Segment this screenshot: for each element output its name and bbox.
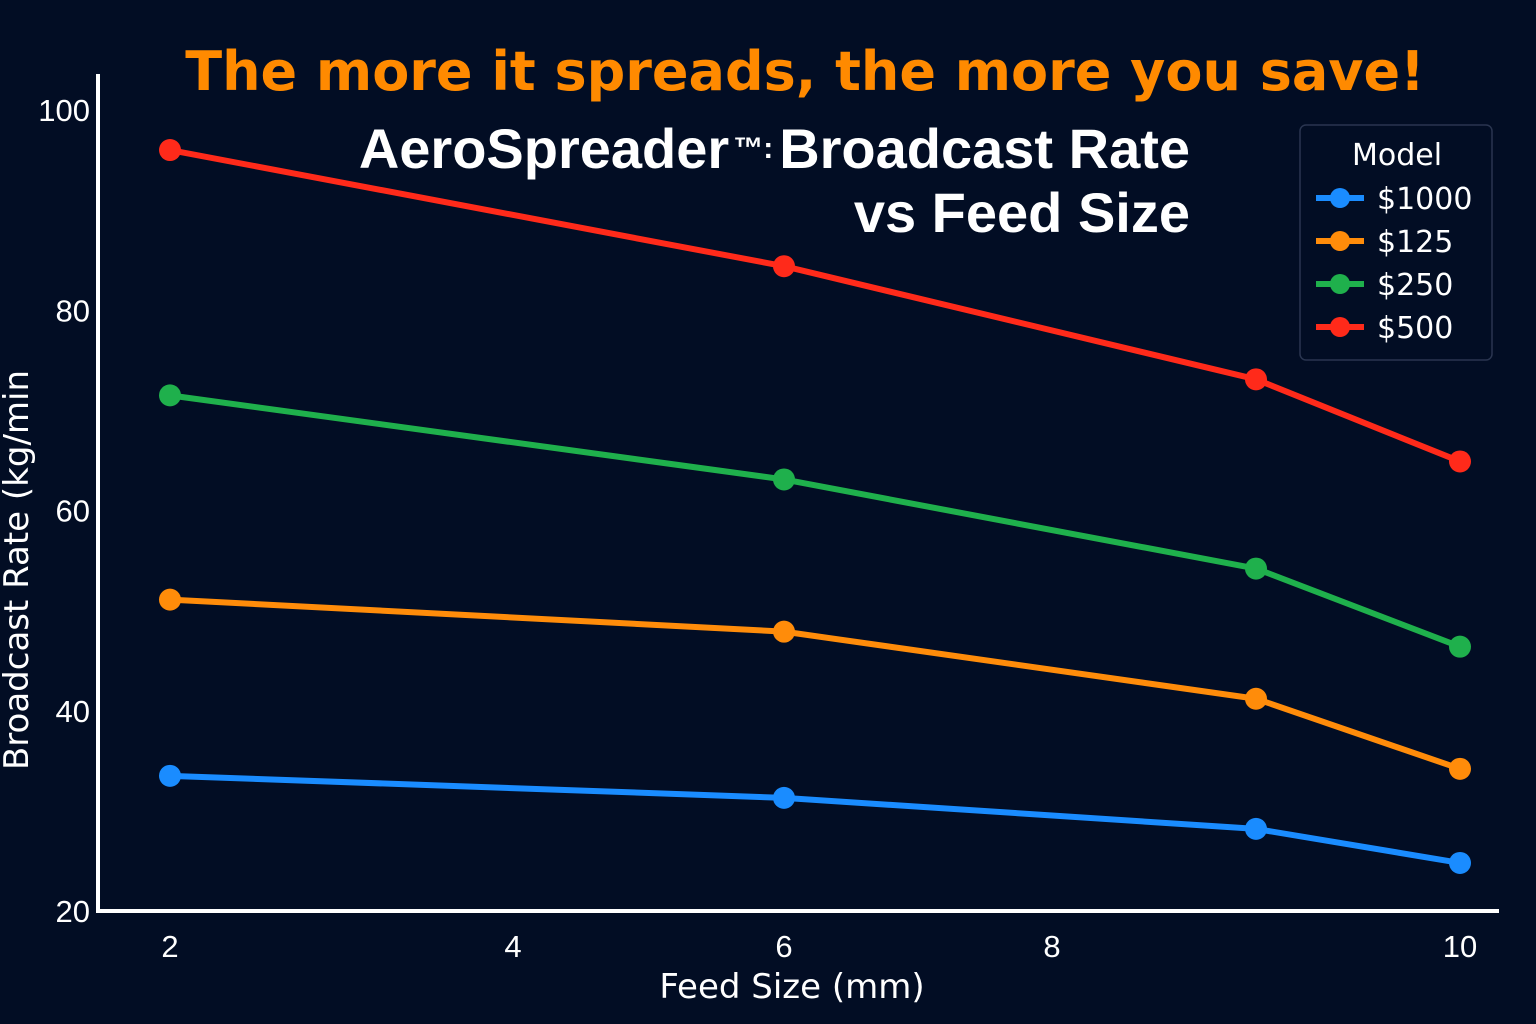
legend-swatch-marker bbox=[1330, 317, 1350, 337]
chart-title-line2: vs Feed Size bbox=[854, 181, 1190, 244]
data-point bbox=[1245, 557, 1267, 580]
legend-swatch-marker bbox=[1330, 188, 1350, 208]
chart-title-tm: ™: bbox=[733, 132, 773, 165]
legend-label: $250 bbox=[1377, 268, 1453, 303]
y-tick-label: 60 bbox=[56, 494, 90, 529]
data-point bbox=[1245, 368, 1267, 391]
legend-item: $500 bbox=[1316, 311, 1453, 346]
legend-label: $125 bbox=[1377, 225, 1453, 260]
legend-item: $250 bbox=[1316, 268, 1453, 303]
series-line bbox=[169, 596, 1461, 772]
series-125-line-group bbox=[159, 588, 1471, 780]
data-point bbox=[1449, 635, 1471, 658]
legend-label: $500 bbox=[1377, 311, 1453, 346]
legend-item: $1000 bbox=[1316, 182, 1472, 217]
data-point bbox=[1449, 851, 1471, 874]
x-tick-label: 10 bbox=[1443, 929, 1477, 964]
data-point bbox=[1449, 450, 1471, 473]
x-axis-label: Feed Size (mm) bbox=[659, 967, 924, 1007]
chart-title-name: AeroSpreader bbox=[359, 117, 729, 180]
chart-title-line1: AeroSpreader ™: Broadcast Rate bbox=[359, 117, 1190, 180]
data-point bbox=[159, 764, 181, 787]
y-tick-label: 100 bbox=[38, 93, 90, 128]
series-1000-line-group bbox=[159, 764, 1471, 874]
series-line bbox=[169, 772, 1461, 866]
series-500-line-group bbox=[159, 139, 1471, 473]
y-tick-label: 40 bbox=[56, 694, 90, 729]
y-tick-label: 20 bbox=[56, 894, 90, 929]
x-tick-label: 8 bbox=[1043, 929, 1060, 964]
x-tick-label: 6 bbox=[775, 929, 792, 964]
chart-subtitle: The more it spreads, the more you save! bbox=[185, 40, 1425, 103]
series-line bbox=[169, 147, 1462, 465]
data-point bbox=[159, 588, 181, 611]
series-line bbox=[169, 392, 1462, 650]
y-axis-label: Broadcast Rate (kg/min bbox=[0, 370, 37, 770]
data-point bbox=[159, 384, 181, 407]
data-point bbox=[773, 620, 795, 643]
data-point bbox=[1245, 817, 1267, 840]
chart-title: AeroSpreader ™: Broadcast Rate vs Feed Siz… bbox=[359, 117, 1190, 244]
legend: Model $1000 $125 $250 $500 bbox=[1299, 124, 1493, 361]
legend-title: Model bbox=[1352, 138, 1442, 173]
chart-title-rest: Broadcast Rate bbox=[779, 117, 1190, 180]
data-point bbox=[1449, 757, 1471, 780]
data-point bbox=[773, 468, 795, 491]
data-point bbox=[1245, 687, 1267, 710]
legend-swatch-marker bbox=[1330, 274, 1350, 294]
legend-item: $125 bbox=[1316, 225, 1453, 260]
data-point bbox=[773, 255, 795, 278]
series-250-line-group bbox=[159, 384, 1471, 658]
legend-label: $1000 bbox=[1377, 182, 1472, 217]
data-point bbox=[159, 139, 181, 162]
legend-swatch-marker bbox=[1330, 231, 1350, 251]
x-tick-label: 4 bbox=[504, 929, 521, 964]
y-tick-label: 80 bbox=[56, 293, 90, 328]
x-tick-label: 2 bbox=[161, 929, 178, 964]
legend-box bbox=[1299, 124, 1493, 361]
data-point bbox=[773, 786, 795, 809]
